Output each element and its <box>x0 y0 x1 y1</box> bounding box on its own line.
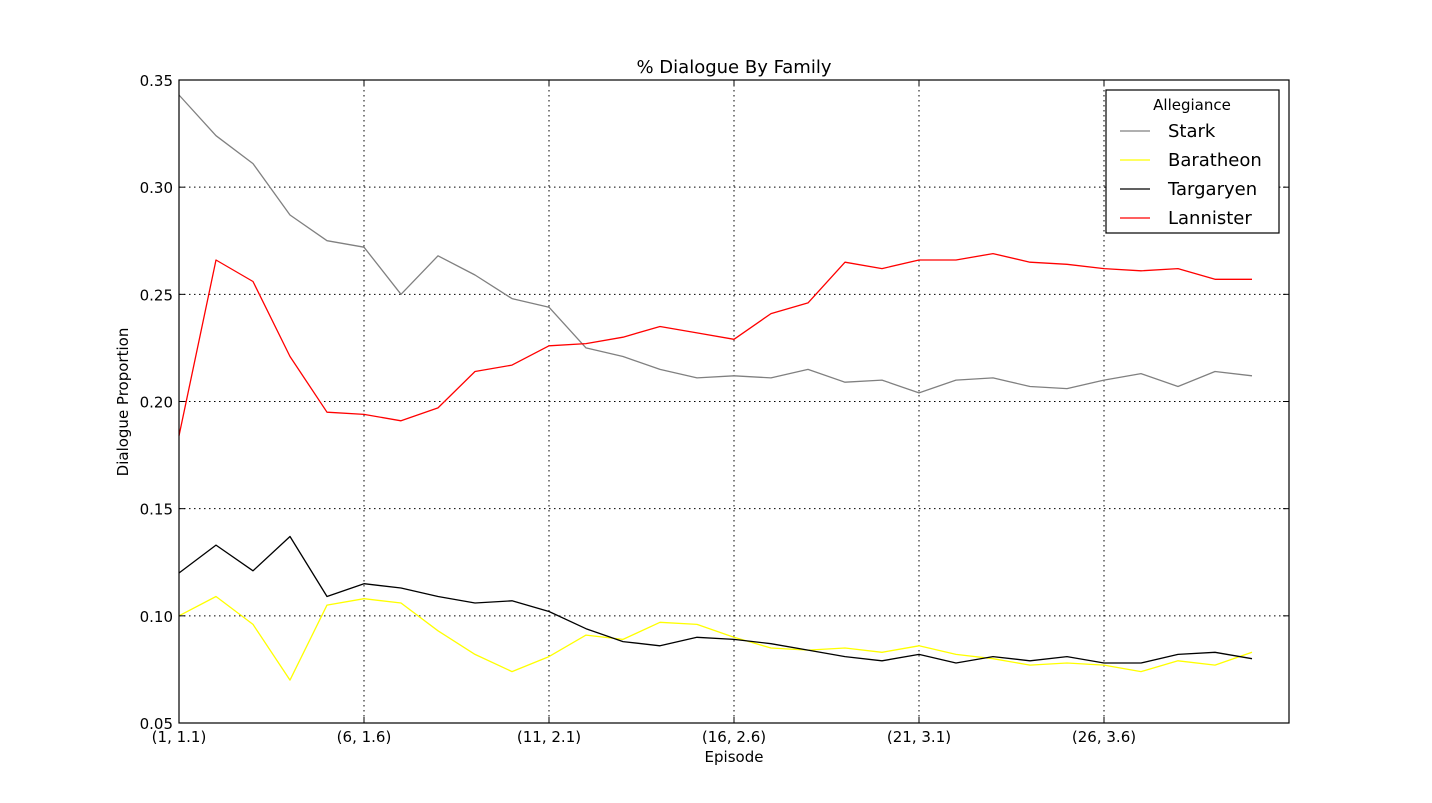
legend-label-lannister: Lannister <box>1168 208 1252 229</box>
y-tick-label: 0.25 <box>140 286 173 304</box>
x-tick-label: (26, 3.6) <box>1072 728 1136 746</box>
y-axis-label: Dialogue Proportion <box>114 328 132 477</box>
legend: Allegiance Stark Baratheon Targaryen Lannis… <box>1105 89 1280 234</box>
legend-label-baratheon: Baratheon <box>1168 150 1262 171</box>
series-line-lannister <box>178 252 1252 436</box>
legend-box <box>1105 89 1280 234</box>
axis-ticks: 0.05 0.10 0.15 0.20 0.25 0.30 0.35 (1, 1.1) (6, … <box>140 72 1289 746</box>
x-tick-label: (21, 3.1) <box>887 728 951 746</box>
x-axis-label: Episode <box>705 748 764 766</box>
y-tick-label: 0.10 <box>140 608 173 626</box>
x-tick-label: (6, 1.6) <box>337 728 392 746</box>
y-tick-label: 0.35 <box>140 72 173 90</box>
grid-lines <box>179 80 1289 723</box>
series-line-stark <box>178 94 1253 394</box>
legend-entries: Stark Baratheon Targaryen Lannister <box>1120 121 1262 229</box>
series-line-baratheon <box>178 595 1253 681</box>
series-lines <box>178 94 1253 681</box>
y-tick-label: 0.20 <box>140 394 173 412</box>
x-tick-label: (16, 2.6) <box>702 728 766 746</box>
x-tick-label: (1, 1.1) <box>152 728 207 746</box>
y-tick-label: 0.05 <box>140 715 173 733</box>
y-tick-label: 0.15 <box>140 501 173 519</box>
legend-label-stark: Stark <box>1168 121 1216 142</box>
legend-title: Allegiance <box>1153 96 1231 114</box>
x-tick-label: (11, 2.1) <box>517 728 581 746</box>
series-line-targaryen <box>178 535 1253 664</box>
legend-label-targaryen: Targaryen <box>1167 179 1257 200</box>
y-tick-label: 0.30 <box>140 179 173 197</box>
chart-title: % Dialogue By Family <box>636 57 831 78</box>
